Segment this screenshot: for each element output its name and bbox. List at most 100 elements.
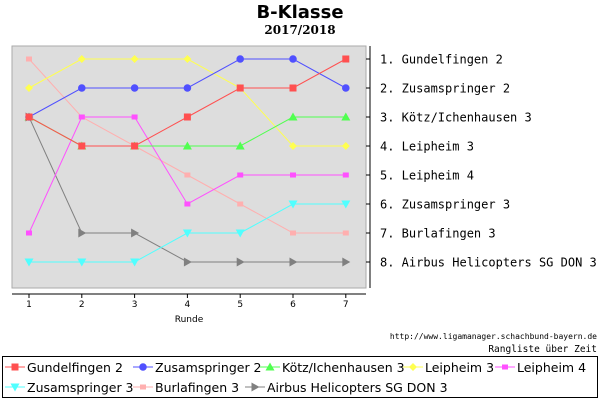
legend-label: Leipheim 3 [425,359,495,375]
data-point [25,113,33,121]
data-point [236,55,244,63]
legend-marker [5,363,25,371]
legend-item: Kötz/Ichenhausen 3 [260,358,405,376]
chart-title: B-Klasse [256,2,344,23]
line-chart: 1 2 3 4 5 6 7 1. Gundelfingen 2 2. Zusamspringer… [11,45,597,325]
legend-label: Burlafingen 3 [155,379,240,395]
data-point [131,142,139,150]
data-point [342,257,351,267]
data-point [25,84,33,92]
legend-marker-shape [10,383,20,392]
legend-marker [133,363,153,371]
legend-marker [245,382,265,392]
data-point [288,112,298,121]
x-tick-label: 6 [290,300,296,310]
legend-marker [133,384,153,390]
rank-label: 1. Gundelfingen 2 [380,53,503,67]
data-point [78,142,86,150]
data-point [236,84,244,92]
data-point [183,55,192,63]
rank-label: 3. Kötz/Ichenhausen 3 [380,111,532,125]
data-point [183,257,192,267]
x-tick-label: 5 [237,300,243,310]
data-point [26,230,32,236]
data-point [78,228,87,238]
x-tick-label: 3 [132,300,138,310]
rank-label: 8. Airbus Helicopters SG DON 3 [380,256,597,270]
legend-marker [260,362,280,371]
x-tick-label: 1 [26,300,32,310]
legend-item: Zusamspringer 3 [5,378,134,396]
data-point [184,201,191,207]
legend-item: Leipheim 4 [495,358,586,376]
rank-label: 5. Leipheim 4 [380,169,474,183]
legend-item: Leipheim 3 [403,358,494,376]
data-point [341,200,351,209]
data-point [130,84,139,92]
legend-marker-shape [502,364,508,370]
data-point [236,257,245,267]
data-point [288,200,298,209]
data-point [183,84,192,92]
data-point [341,112,351,121]
data-point [237,172,244,178]
rank-label: 7. Burlafingen 3 [380,227,496,241]
x-axis-label: Runde [175,315,204,325]
plot-area [11,45,367,289]
x-tick-label: 7 [343,300,349,310]
data-point [290,230,296,236]
legend-marker-shape [140,384,146,390]
data-point [130,55,139,63]
data-point [289,142,297,150]
data-point [26,56,32,62]
series-4 [25,55,350,150]
x-tick-label: 2 [79,300,85,310]
legend-label: Kötz/Ichenhausen 3 [282,359,405,375]
data-point [183,113,191,121]
legend-item: Burlafingen 3 [133,378,239,396]
source-url[interactable]: http://www.ligamanager.schachbund-bayern… [389,332,597,341]
series-5 [26,114,349,236]
legend-marker [403,363,423,371]
legend-label: Gundelfingen 2 [27,359,123,375]
legend-marker-shape [265,362,275,371]
data-point [342,172,349,178]
data-point [235,229,245,238]
data-point [182,229,192,238]
series-6 [24,200,351,267]
data-point [77,258,87,267]
series-1 [25,55,350,150]
data-point [24,258,34,267]
ranking-caption: Rangliste über Zeit [488,344,597,355]
legend-item: Gundelfingen 2 [5,358,123,376]
data-point [184,172,191,178]
legend-marker-shape [11,363,19,371]
data-point [78,84,86,92]
data-point [342,55,350,63]
legend-item: Zusamspringer 2 [133,358,262,376]
rank-label: 2. Zusamspringer 2 [380,82,510,96]
data-point [130,258,140,267]
data-point [341,142,350,150]
data-point [237,201,244,207]
data-point [342,84,350,92]
legend-marker-shape [251,382,260,392]
series-2 [25,55,350,121]
legend-label: Zusamspringer 2 [155,359,262,375]
data-point [131,228,140,238]
data-point [182,141,192,150]
axis-ticks: 1 2 3 4 5 6 7 1. Gundelfingen 2 2. Zusamspringer… [26,53,597,311]
data-point [290,172,296,178]
legend-marker-shape [139,363,147,371]
chart-subtitle: 2017/2018 [264,23,336,37]
legend-label: Zusamspringer 3 [27,379,134,395]
data-point [342,230,349,236]
legend-label: Leipheim 4 [517,359,587,375]
data-point [289,257,298,267]
legend: Gundelfingen 2 Zusamspringer 2 Kötz/Ichenh… [2,356,598,398]
data-point [235,141,245,150]
legend-marker [5,383,25,392]
series-group [24,55,351,267]
x-tick-label: 4 [185,300,191,310]
data-point [289,55,297,63]
